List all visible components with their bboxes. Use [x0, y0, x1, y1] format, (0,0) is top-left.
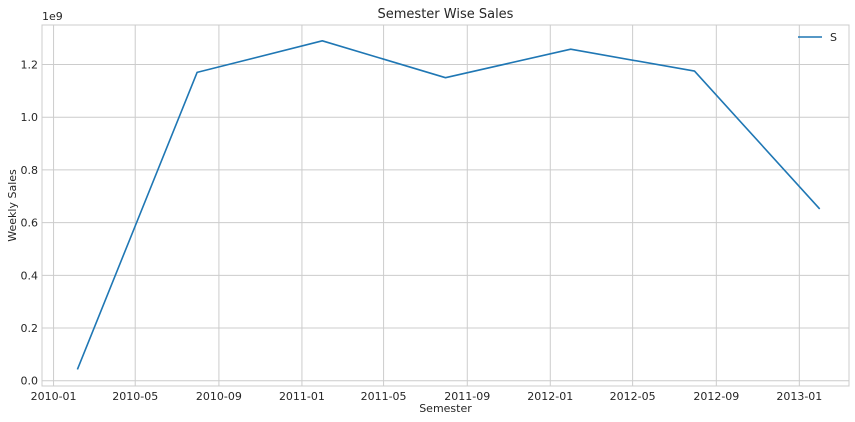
y-tick-label: 0.2: [21, 322, 39, 335]
y-tick-label: 1.2: [21, 59, 39, 72]
x-tick-label: 2010-01: [31, 390, 77, 403]
x-tick-label: 2012-09: [693, 390, 739, 403]
y-tick-label: 1.0: [21, 111, 39, 124]
y-axis-label: Weekly Sales: [6, 169, 19, 242]
x-tick-label: 2011-09: [444, 390, 490, 403]
y-offset-label: 1e9: [42, 10, 63, 23]
legend-label-s: S: [830, 31, 837, 44]
data-point: [196, 71, 199, 74]
legend: S: [798, 31, 837, 44]
plot-frame: [41, 24, 850, 387]
grid: [42, 25, 849, 386]
x-tick-label: 2010-05: [112, 390, 158, 403]
data-point: [444, 76, 447, 79]
x-tick-label: 2010-09: [196, 390, 242, 403]
x-tick-label: 2012-05: [610, 390, 656, 403]
x-tick-label: 2011-05: [361, 390, 407, 403]
y-tick-label: 0.6: [21, 217, 39, 230]
data-point: [321, 39, 324, 42]
y-tick-labels: 0.0 0.2 0.4 0.6 0.8 1.0 1.2: [21, 59, 39, 388]
series-line-s: [76, 39, 821, 370]
y-tick-label: 0.4: [21, 269, 39, 282]
data-point: [569, 48, 572, 51]
x-tick-label: 2011-01: [279, 390, 325, 403]
y-tick-label: 0.0: [21, 375, 39, 388]
series-layer: [76, 39, 821, 371]
x-tick-label: 2012-01: [527, 390, 573, 403]
data-point: [693, 70, 696, 73]
x-tick-label: 2013-01: [776, 390, 822, 403]
data-point: [76, 368, 79, 371]
chart-title: Semester Wise Sales: [378, 7, 514, 22]
x-axis-label: Semester: [419, 402, 472, 415]
data-point: [818, 207, 821, 210]
x-tick-labels: 2010-01 2010-05 2010-09 2011-01 2011-05 2011-…: [31, 390, 823, 403]
y-tick-label: 0.8: [21, 164, 39, 177]
